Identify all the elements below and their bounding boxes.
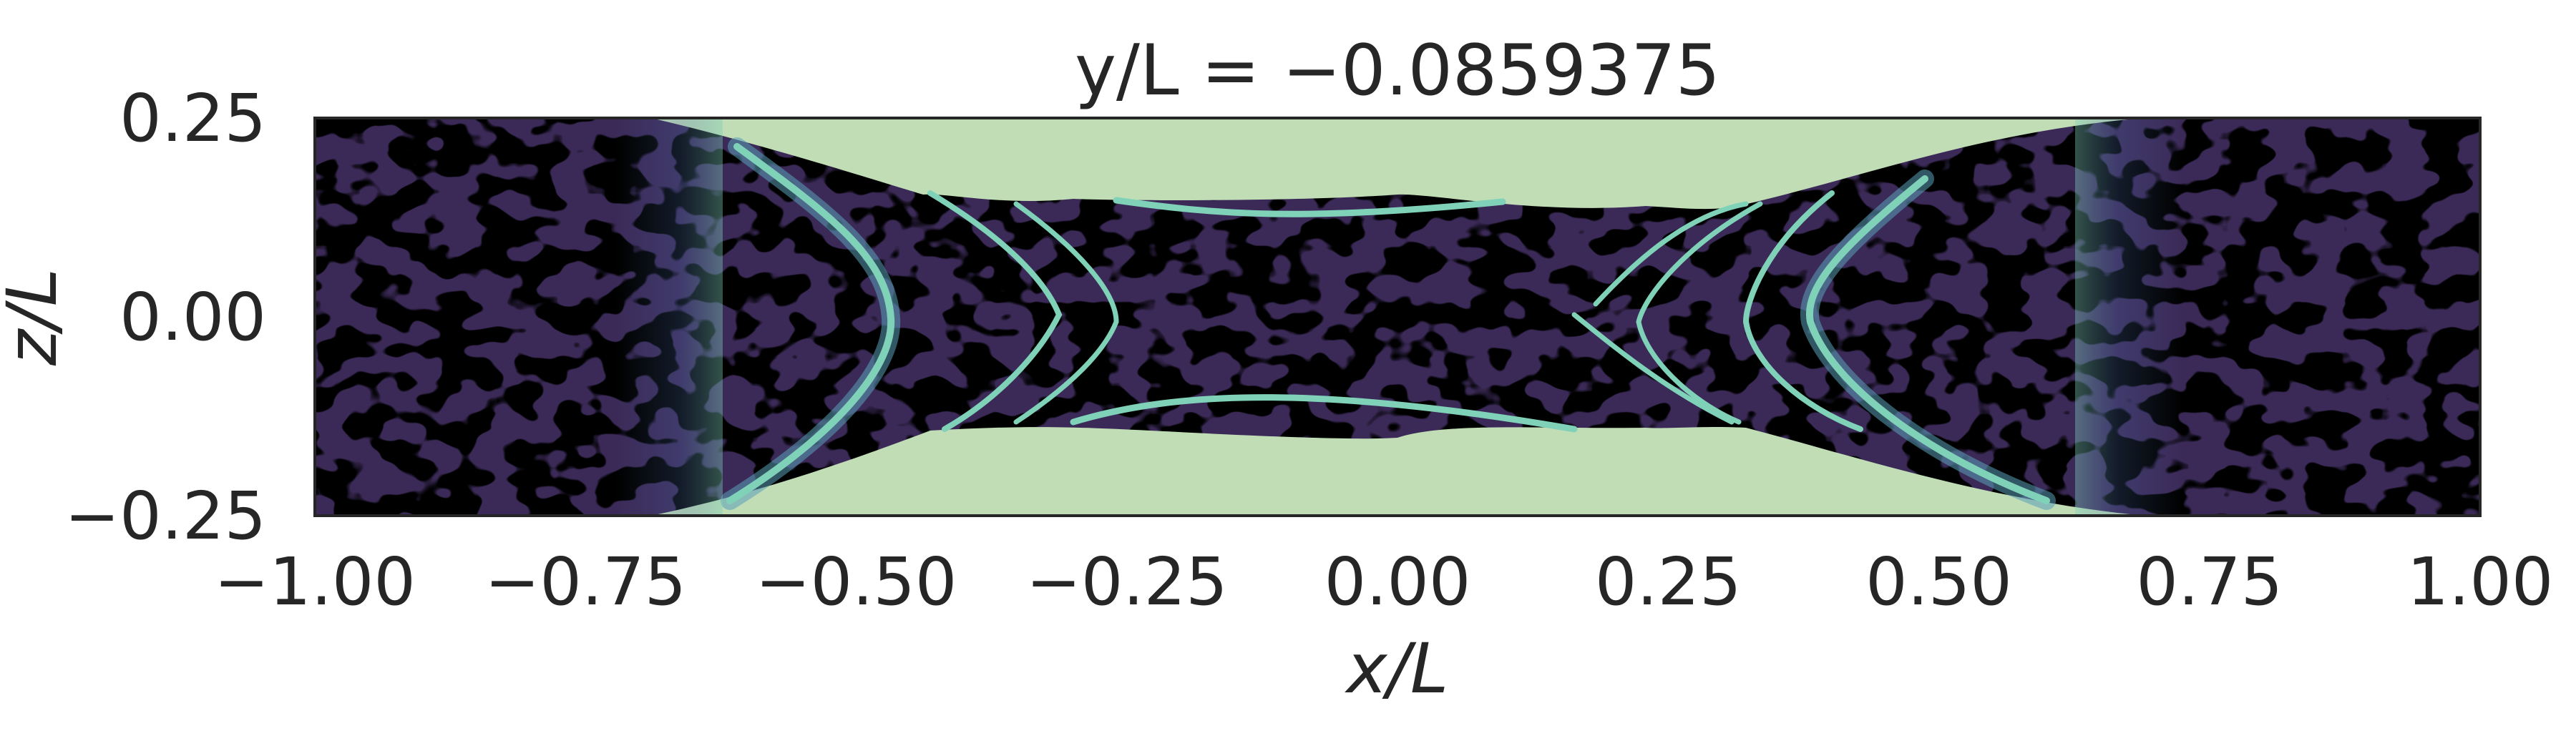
y-tick-label: 0.00	[119, 279, 266, 355]
chart-title: y/L = −0.0859375	[1075, 30, 1720, 112]
x-tick-label: −0.75	[484, 544, 686, 620]
x-tick-label: −0.50	[756, 544, 957, 620]
shock-filaments	[721, 137, 2056, 510]
x-tick-label: 0.25	[1595, 544, 1742, 620]
y-axis: −0.25 0.00 0.25	[64, 80, 266, 554]
y-tick-label: 0.25	[119, 80, 266, 157]
y-tick-label: −0.25	[64, 478, 266, 554]
plot-frame	[313, 117, 2482, 517]
x-tick-label: −1.00	[214, 544, 416, 620]
plot-area	[315, 118, 2480, 516]
left-edge-glow	[615, 118, 723, 516]
x-tick-label: 0.50	[1865, 544, 2012, 620]
y-axis-label: z/L	[0, 268, 72, 366]
x-tick-label: 0.75	[2136, 544, 2283, 620]
channel-region	[651, 118, 2144, 210]
x-tick-label: 0.00	[1324, 544, 1471, 620]
x-tick-label: 1.00	[2407, 544, 2554, 620]
channel-region-lower	[651, 427, 2144, 516]
x-axis-label: x/L	[1345, 629, 1449, 709]
x-tick-label: −0.25	[1026, 544, 1228, 620]
x-axis: −1.00 −0.75 −0.50 −0.25 0.00 0.25 0.50 0.75 1.00	[214, 544, 2553, 620]
right-edge-glow	[2075, 118, 2182, 516]
